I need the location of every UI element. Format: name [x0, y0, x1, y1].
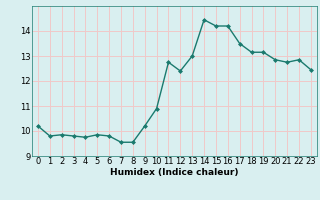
X-axis label: Humidex (Indice chaleur): Humidex (Indice chaleur) [110, 168, 239, 177]
